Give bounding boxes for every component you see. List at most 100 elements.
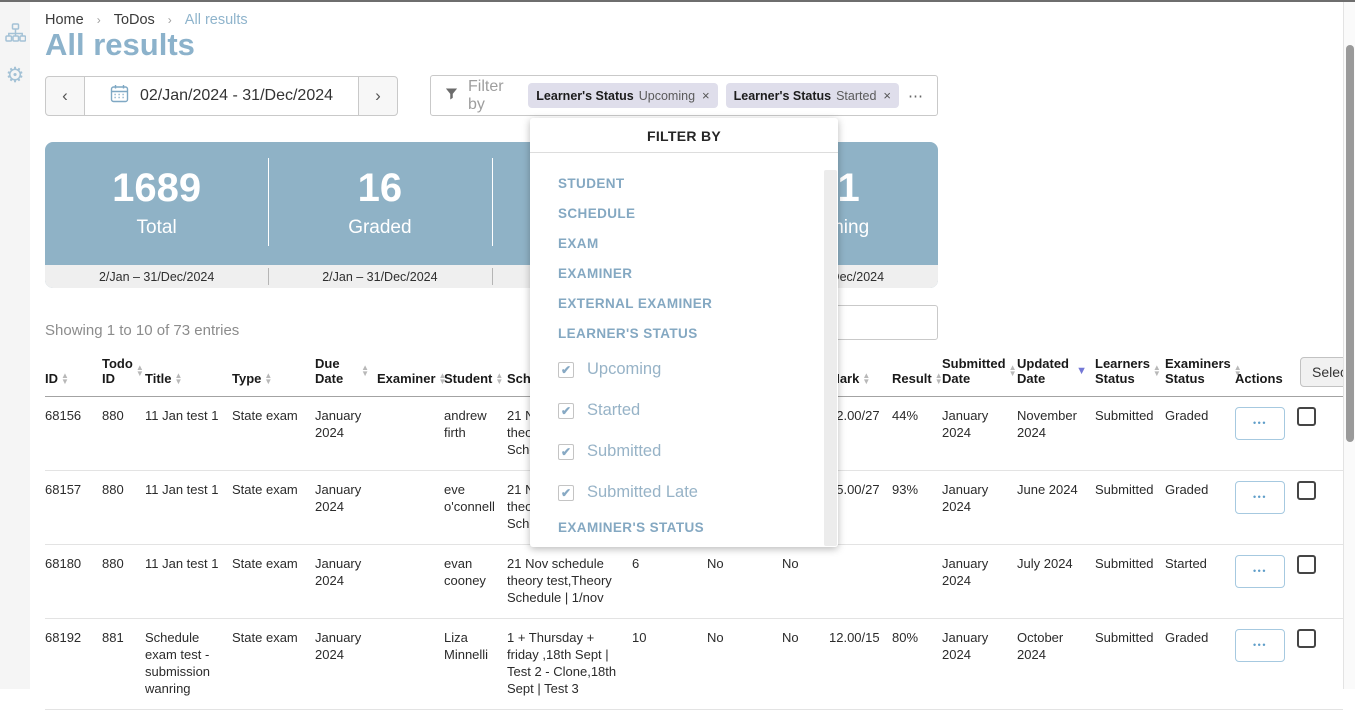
sort-asc-icon: ▲ [264,370,273,380]
learner-status-option[interactable]: ✔ Started [558,390,838,431]
more-chips-icon[interactable]: ⋯ [908,87,924,105]
filter-category[interactable]: SCHEDULE [558,206,636,221]
dropdown-scrollbar[interactable] [824,170,837,546]
column-header[interactable]: Actions [1235,350,1297,397]
column-header[interactable]: Title ▲ ▼ [145,350,232,397]
table-cell: 880 [102,544,145,619]
row-actions-button[interactable]: ••• [1235,407,1285,440]
checkbox-checked-icon[interactable]: ✔ [558,361,574,378]
table-cell: 25.00/27 [829,470,892,545]
date-range-field[interactable]: 02/Jan/2024 - 31/Dec/2024 [85,76,358,116]
checkbox-checked-icon[interactable]: ✔ [558,484,574,501]
row-actions-button[interactable]: ••• [1235,629,1285,662]
row-actions-button[interactable]: ••• [1235,481,1285,514]
sort-icon[interactable]: ▲▼ [1009,364,1017,378]
table-cell: June 2024 [1017,470,1095,545]
table-cell: Graded [1165,396,1235,471]
remove-chip-icon[interactable]: × [883,88,891,103]
column-header[interactable]: ID ▲ ▼ [45,350,102,397]
sort-desc-icon: ▼ [438,376,447,386]
filter-dropdown: FILTER BY STUDENT SCHEDULE EXAM EXAMINER EXT… [530,118,838,547]
column-header[interactable]: Updated Date ▼ [1017,350,1095,397]
table-cell: July 2024 [1017,544,1095,619]
filter-chip[interactable]: Learner's Status Started × [725,83,899,108]
breadcrumb-item[interactable]: ToDos [113,12,155,28]
stat-panel: 16 Graded [268,142,491,265]
sort-icon[interactable]: ▲▼ [862,371,871,386]
sort-desc-active-icon[interactable]: ▼ [1076,364,1087,377]
stats-footer-divider [491,268,493,285]
gear-icon[interactable]: ⚙ [5,64,25,87]
filter-by-label: Filter by [468,77,504,113]
date-next-button[interactable]: › [358,76,398,116]
sort-icon[interactable]: ▲▼ [264,370,273,385]
entries-summary: Showing 1 to 10 of 73 entries [45,322,240,339]
filter-category[interactable]: EXAM [558,236,599,251]
table-cell: State exam [232,470,315,545]
chip-field-label: Learner's Status [536,88,634,103]
sort-icon[interactable]: ▲▼ [1153,364,1161,378]
column-header[interactable]: Type ▲ ▼ [232,350,315,397]
breadcrumb-item[interactable]: Home [45,12,84,28]
row-checkbox[interactable] [1297,407,1316,426]
filter-category[interactable]: EXAMINER [558,266,633,281]
sort-desc-icon: ▼ [862,376,871,386]
option-label: Submitted Late [587,483,698,501]
sort-icon[interactable]: ▲▼ [495,371,503,385]
column-header-label: Submitted Date [942,356,1006,386]
sort-icon[interactable]: ▲▼ [438,370,447,386]
row-checkbox[interactable] [1297,629,1316,648]
sort-icon[interactable]: ▲▼ [361,363,369,378]
sort-icon[interactable]: ▲▼ [61,370,69,385]
breadcrumb: Home › ToDos › All results [45,12,248,28]
row-checkbox[interactable] [1297,481,1316,500]
column-header[interactable]: Todo ID ▲ ▼ [102,350,145,397]
actions-cell: ••• [1235,470,1297,545]
table-cell: Started [1165,544,1235,619]
table-cell: 21 Nov schedule theory test,Theory Sched… [507,544,632,619]
sort-desc-icon: ▼ [174,376,183,386]
learner-status-option[interactable]: ✔ Upcoming [558,349,838,390]
filter-category[interactable]: EXAMINER'S STATUS [558,520,705,535]
date-prev-button[interactable]: ‹ [45,76,85,116]
sort-icon[interactable]: ▲▼ [174,371,183,386]
filter-bar[interactable]: Filter by Learner's Status Upcoming × Learn… [430,75,938,116]
table-cell: 11 Jan test 1 [145,396,232,471]
sort-asc-icon: ▲ [361,363,369,372]
learner-status-option[interactable]: ✔ Submitted [558,431,838,472]
page-scrollbar-thumb[interactable] [1345,45,1354,442]
sort-icon[interactable]: ▲▼ [1234,364,1242,378]
filter-category[interactable]: STUDENT [558,176,625,191]
sort-icon[interactable]: ▲▼ [135,364,144,378]
table-cell: State exam [232,396,315,471]
column-header[interactable]: Due Date ▲ ▼ [315,350,377,397]
filter-category[interactable]: LEARNER'S STATUS [558,326,698,341]
column-header[interactable]: Submitted Date ▲ ▼ [942,350,1017,397]
learner-status-option[interactable]: ✔ Submitted Late [558,472,838,513]
sort-asc-icon: ▲ [438,370,447,380]
sort-icon[interactable]: ▲▼ [935,371,943,385]
remove-chip-icon[interactable]: × [702,88,710,103]
column-header[interactable]: Learners Status ▲ ▼ [1095,350,1165,397]
checkbox-checked-icon[interactable]: ✔ [558,402,574,419]
row-actions-button[interactable]: ••• [1235,555,1285,588]
page-scrollbar-track[interactable] [1343,2,1355,689]
column-header[interactable]: Student ▲ ▼ [444,350,507,397]
sort-asc-icon: ▲ [61,370,69,380]
column-header[interactable]: Examiners Status ▲ ▼ [1165,350,1242,397]
sitemap-icon[interactable] [0,23,30,47]
filter-category[interactable]: EXTERNAL EXAMINER [558,296,713,311]
stats-divider [491,158,493,246]
column-header[interactable]: Result ▲ ▼ [892,350,943,397]
filter-chip[interactable]: Learner's Status Upcoming × [528,83,718,108]
row-checkbox[interactable] [1297,555,1316,574]
table-cell [892,544,942,619]
column-header[interactable]: Mark ▲ ▼ [829,350,892,397]
checkbox-checked-icon[interactable]: ✔ [558,443,574,460]
stat-label: Graded [348,216,412,238]
column-header[interactable]: Examiner ▲ ▼ [377,350,447,397]
table-cell: 44% [892,396,942,471]
stats-footer-divider [268,268,270,285]
sort-desc-icon: ▼ [135,369,144,378]
table-cell: Graded [1165,470,1235,545]
